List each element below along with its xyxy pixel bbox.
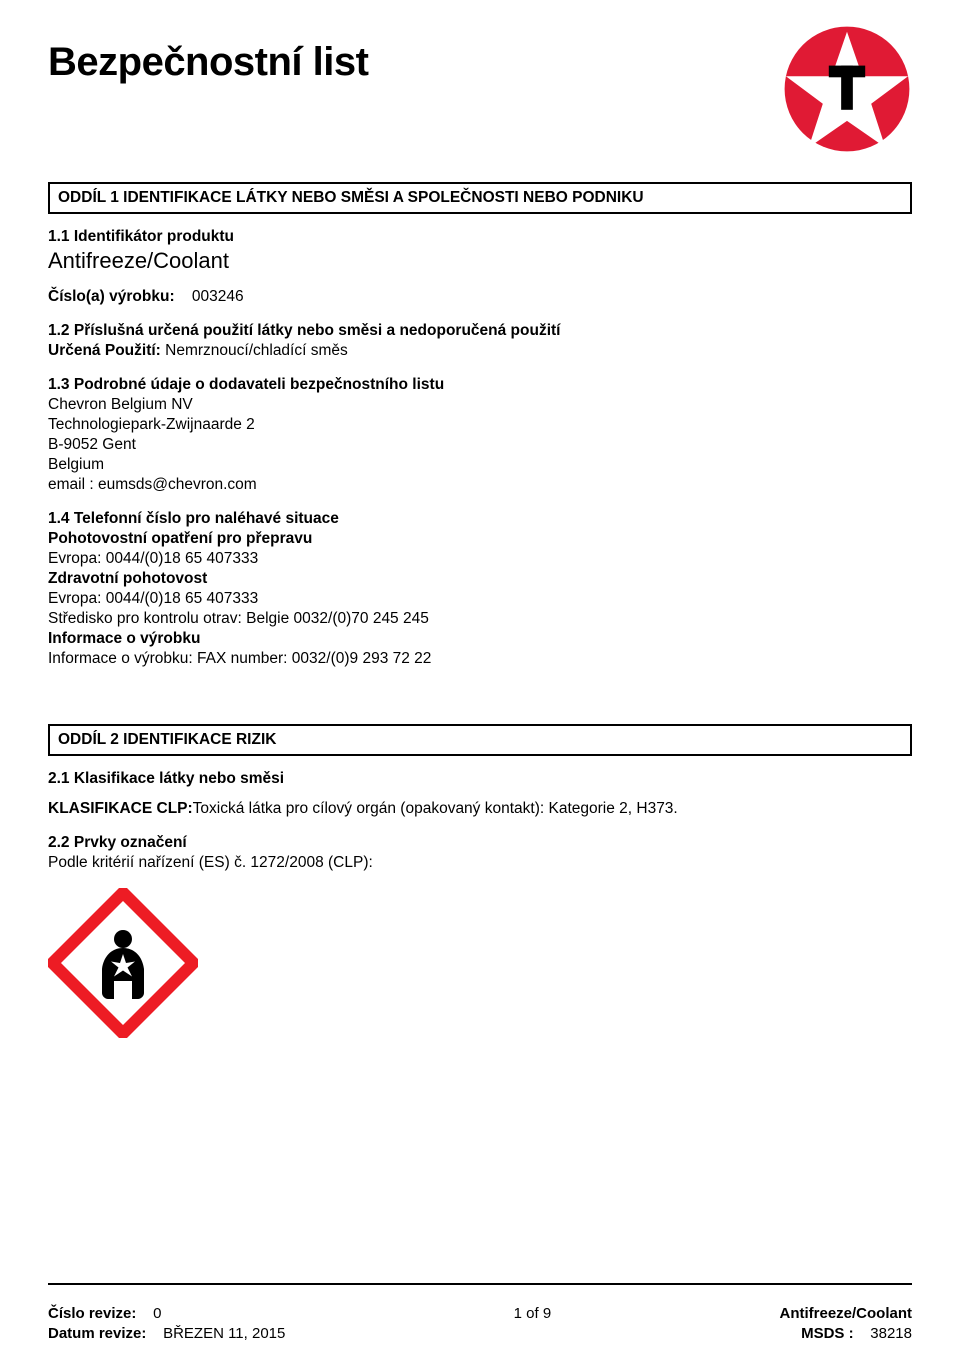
supplier-line: B-9052 Gent [48, 436, 912, 454]
s2-1-title: 2.1 Klasifikace látky nebo směsi [48, 770, 912, 788]
s1-4-title: 1.4 Telefonní číslo pro naléhavé situace [48, 510, 912, 528]
transport-emergency-value: Evropa: 0044/(0)18 65 407333 [48, 550, 912, 568]
page-footer: Číslo revize: 0 Datum revize: BŘEZEN 11,… [48, 1283, 912, 1342]
revision-number-value: 0 [153, 1305, 161, 1322]
footer-product-name: Antifreeze/Coolant [779, 1305, 912, 1322]
footer-divider [48, 1283, 912, 1285]
msds-label: MSDS : [801, 1325, 854, 1342]
product-number-row: Číslo(a) výrobku: 003246 [48, 288, 912, 306]
s1-1-title: 1.1 Identifikátor produktu [48, 228, 912, 246]
supplier-line: Belgium [48, 456, 912, 474]
transport-emergency-label: Pohotovostní opatření pro přepravu [48, 530, 912, 548]
poison-center-value: Středisko pro kontrolu otrav: Belgie 003… [48, 610, 912, 628]
section-1-heading: ODDÍL 1 IDENTIFIKACE LÁTKY NEBO SMĚSI A … [48, 182, 912, 214]
supplier-line: Chevron Belgium NV [48, 396, 912, 414]
page-indicator: 1 of 9 [285, 1305, 779, 1322]
s2-2-title: 2.2 Prvky označení [48, 834, 912, 852]
s2-2-subtitle: Podle kritérií nařízení (ES) č. 1272/200… [48, 854, 912, 872]
revision-date-value: BŘEZEN 11, 2015 [163, 1325, 285, 1342]
health-emergency-value: Evropa: 0044/(0)18 65 407333 [48, 590, 912, 608]
product-info-value: Informace o výrobku: FAX number: 0032/(0… [48, 650, 912, 668]
clp-value: Toxická látka pro cílový orgán (opakovan… [193, 800, 678, 817]
intended-use-row: Určená Použití: Nemrznoucí/chladící směs [48, 342, 912, 360]
intended-use-value: Nemrznoucí/chladící směs [165, 342, 348, 359]
supplier-line: email : eumsds@chevron.com [48, 476, 912, 494]
intended-use-label: Určená Použití: [48, 342, 161, 359]
product-number-label: Číslo(a) výrobku: [48, 288, 175, 305]
hazard-pictogram [48, 888, 912, 1043]
product-number-value: 003246 [192, 288, 244, 305]
revision-number-label: Číslo revize: [48, 1305, 136, 1322]
product-name: Antifreeze/Coolant [48, 248, 912, 274]
supplier-line: Technologiepark-Zwijnaarde 2 [48, 416, 912, 434]
revision-date-label: Datum revize: [48, 1325, 146, 1342]
health-emergency-label: Zdravotní pohotovost [48, 570, 912, 588]
msds-value: 38218 [870, 1325, 912, 1342]
s1-3-title: 1.3 Podrobné údaje o dodavateli bezpečno… [48, 376, 912, 394]
texaco-logo [782, 24, 912, 154]
clp-classification-row: KLASIFIKACE CLP:Toxická látka pro cílový… [48, 800, 912, 818]
section-2-heading: ODDÍL 2 IDENTIFIKACE RIZIK [48, 724, 912, 756]
product-info-label: Informace o výrobku [48, 630, 912, 648]
document-title: Bezpečnostní list [48, 24, 368, 85]
s1-2-title: 1.2 Příslušná určená použití látky nebo … [48, 322, 912, 340]
clp-label: KLASIFIKACE CLP: [48, 800, 193, 817]
